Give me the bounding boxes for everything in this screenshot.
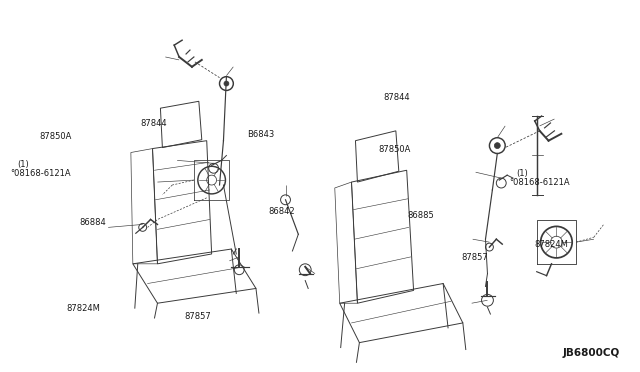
Text: 87857: 87857 (461, 253, 488, 262)
Text: 87844: 87844 (140, 119, 167, 128)
Text: 87844: 87844 (383, 93, 410, 102)
Text: 86884: 86884 (79, 218, 106, 227)
Text: JB6800CQ: JB6800CQ (562, 348, 620, 358)
Text: °08168-6121A: °08168-6121A (10, 169, 70, 178)
Text: 86885: 86885 (407, 211, 434, 220)
Text: 87857: 87857 (184, 312, 211, 321)
Circle shape (139, 224, 147, 231)
Text: °08168-6121A: °08168-6121A (509, 178, 570, 187)
Circle shape (494, 142, 500, 148)
Text: 87850A: 87850A (40, 132, 72, 141)
Text: 86842: 86842 (268, 207, 295, 216)
Text: (1): (1) (17, 160, 29, 169)
Circle shape (224, 81, 229, 86)
Text: 87824M: 87824M (67, 304, 100, 313)
Text: B6843: B6843 (248, 130, 275, 139)
Text: 87824M: 87824M (534, 240, 568, 249)
Text: 87850A: 87850A (378, 145, 410, 154)
Circle shape (486, 243, 493, 251)
Text: (1): (1) (516, 169, 529, 178)
